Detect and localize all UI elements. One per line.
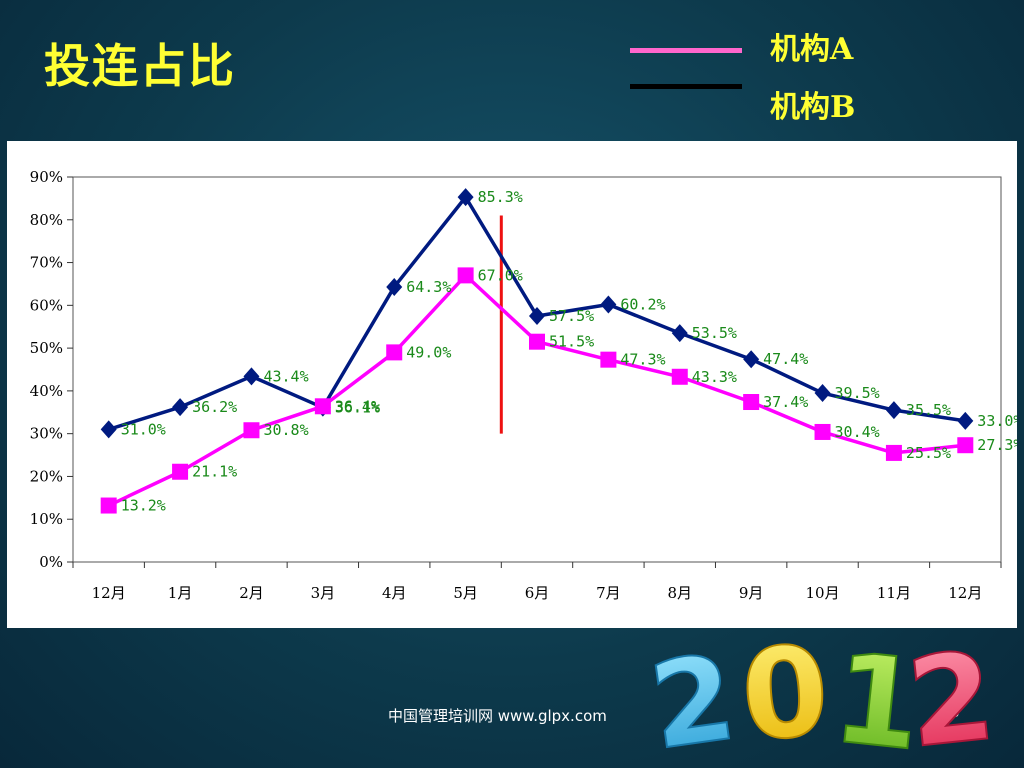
series-a-data-label: 43.3%: [692, 368, 737, 386]
x-tick-label: 1月: [168, 584, 193, 602]
x-tick-label: 12月: [92, 584, 126, 602]
series-a-point: [314, 398, 331, 415]
y-tick-label: 70%: [30, 254, 63, 272]
x-tick-label: 9月: [739, 584, 764, 602]
year-2012-logo: 2 0 1 2: [650, 624, 1002, 764]
series-b-point: [885, 401, 902, 420]
x-tick-label: 3月: [311, 584, 336, 602]
series-b-point: [529, 307, 545, 326]
series-b-data-label: 57.5%: [549, 307, 594, 325]
series-b-data-label: 43.4%: [263, 367, 308, 385]
series-a-point: [457, 267, 474, 284]
series-b-data-label: 36.2%: [192, 398, 237, 416]
y-tick-label: 10%: [30, 510, 63, 528]
series-a-point: [957, 437, 974, 454]
series-a-point: [100, 497, 117, 514]
series-b-data-label: 31.0%: [121, 420, 166, 438]
svg-text:1: 1: [827, 627, 928, 764]
series-a-point: [743, 394, 760, 411]
series-a-data-label: 37.4%: [763, 393, 808, 411]
chart-panel: 0% 10% 20% 30% 40% 50% 60% 70% 80% 90% 12月 1月 2月 3月 4月…: [7, 141, 1017, 628]
line-chart: 0% 10% 20% 30% 40% 50% 60% 70% 80% 90% 12月 1月 2月 3月 4月…: [30, 168, 1017, 602]
series-b-point: [386, 277, 403, 296]
legend-line-a: [630, 48, 742, 53]
series-a-data-label: 51.5%: [549, 333, 594, 351]
series-a-data-label: 30.4%: [835, 423, 880, 441]
series-a-point: [671, 368, 688, 385]
legend: 机构A 机构B: [630, 14, 910, 125]
series-a-data-label: 36.4%: [335, 397, 380, 415]
svg-text:2: 2: [650, 628, 743, 764]
legend-line-b: [630, 84, 742, 89]
y-tick-label: 20%: [30, 467, 63, 485]
legend-label-b: 机构B: [770, 90, 856, 125]
series-a-data-label: 21.1%: [192, 463, 237, 481]
series-a-data-label: 67.0%: [478, 266, 523, 284]
series-a-point: [172, 463, 189, 480]
series-b-point: [243, 367, 260, 386]
series-a-data-label: 25.5%: [906, 444, 951, 462]
series-b-point: [172, 398, 189, 417]
y-tick-label: 60%: [30, 296, 63, 314]
page-title: 投连占比: [44, 39, 236, 93]
series-b-point: [957, 411, 974, 430]
y-tick-label: 50%: [30, 339, 63, 357]
series-b-point: [600, 295, 617, 314]
y-tick-label: 90%: [30, 168, 63, 186]
series-a-data-label: 13.2%: [121, 497, 166, 515]
x-tick-label: 2月: [239, 584, 264, 602]
series-b-point: [814, 384, 831, 403]
svg-text:0: 0: [737, 624, 833, 764]
series-a-data-label: 27.3%: [977, 436, 1017, 454]
series-b-data-label: 35.5%: [906, 401, 951, 419]
series-a-point: [814, 423, 831, 440]
series-a-point: [243, 422, 260, 439]
y-tick-label: 40%: [30, 382, 63, 400]
series-b-data-label: 85.3%: [478, 188, 523, 206]
series-b-point: [100, 420, 117, 439]
series-b-point: [743, 350, 760, 369]
series-b-point: [671, 324, 688, 343]
x-tick-label: 8月: [667, 584, 692, 602]
series-b-point: [457, 188, 474, 207]
series-a-point: [885, 444, 902, 461]
x-tick-label: 5月: [453, 584, 478, 602]
series-b-data-label: 36.1%: [335, 399, 380, 417]
series-a-point: [529, 333, 545, 350]
series-b-data-label: 47.4%: [763, 350, 808, 368]
x-tick-label: 4月: [382, 584, 407, 602]
series-b-data-label: 64.3%: [406, 278, 451, 296]
y-tick-label: 80%: [30, 211, 63, 229]
x-tick-label: 6月: [525, 584, 550, 602]
y-tick-label: 30%: [30, 425, 63, 443]
x-tick-label: 11月: [877, 584, 911, 602]
series-a-data-label: 47.3%: [620, 351, 665, 369]
plot-area: [72, 176, 1002, 563]
series-b-data-label: 53.5%: [692, 324, 737, 342]
series-b-data-label: 33.0%: [977, 412, 1017, 430]
page-number: 25: [942, 705, 960, 721]
series-b-data-label: 39.5%: [835, 384, 880, 402]
series-a-data-label: 49.0%: [406, 343, 451, 361]
footer-text: 中国管理培训网 www.glpx.com: [388, 707, 607, 725]
series-a-point: [386, 344, 403, 361]
series-a-point: [600, 351, 617, 368]
legend-label-a: 机构A: [770, 32, 854, 67]
y-tick-label: 0%: [39, 553, 63, 571]
svg-text:2: 2: [901, 625, 1000, 764]
x-tick-label: 12月: [948, 584, 982, 602]
x-tick-label: 7月: [596, 584, 621, 602]
series-b-data-label: 60.2%: [620, 295, 665, 313]
series-a-data-label: 30.8%: [263, 421, 308, 439]
x-tick-label: 10月: [805, 584, 839, 602]
